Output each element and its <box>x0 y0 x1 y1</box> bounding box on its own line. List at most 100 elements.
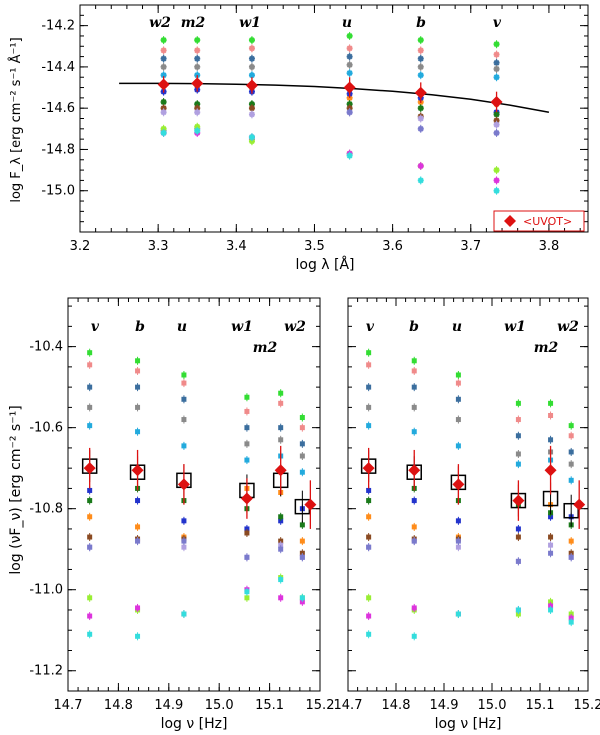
data-point <box>346 105 353 112</box>
data-point <box>299 425 305 431</box>
data-point <box>160 63 167 70</box>
band-label-w2: w2 <box>284 319 306 335</box>
data-point <box>248 138 255 145</box>
data-point <box>194 123 201 130</box>
data-point <box>411 404 417 410</box>
data-point <box>455 544 461 550</box>
x-tick-label: 14.8 <box>104 698 133 713</box>
data-point <box>568 619 574 625</box>
data-point <box>278 390 284 396</box>
data-point <box>366 544 372 550</box>
data-point <box>194 127 201 134</box>
data-point <box>346 61 353 68</box>
data-point <box>515 534 521 540</box>
band-label-b: b <box>409 319 419 335</box>
band-label-w1: w1 <box>231 319 253 335</box>
data-point <box>411 633 417 639</box>
band-label-m2: m2 <box>534 340 559 356</box>
data-point <box>181 538 187 544</box>
y-axis-title: log F_λ [erg cm⁻² s⁻¹ Å⁻¹] <box>8 37 24 202</box>
data-point <box>278 518 284 524</box>
data-point <box>299 522 305 528</box>
x-tick-label: 14.9 <box>154 698 183 713</box>
data-point <box>135 538 141 544</box>
mean-diamond <box>245 79 258 92</box>
band-label-w2: w2 <box>149 15 171 31</box>
y-tick-label: -11.0 <box>29 583 63 598</box>
data-point <box>346 70 353 77</box>
data-point <box>135 429 141 435</box>
data-point <box>417 72 424 79</box>
bottom-left-panel-sed: 14.7 14.8 14.9 15.0 15.1 15.2 -11.2 -11.0 -10.8 -… <box>8 297 334 732</box>
mean-diamond <box>304 498 317 511</box>
bottom-right-panel-sed: 14.7 14.8 14.9 15.0 15.1 15.2 v b u w1 w2 m2 log ν … <box>334 297 600 732</box>
x-tick-label: 3.6 <box>382 239 403 254</box>
data-point <box>346 45 353 52</box>
data-point <box>248 55 255 62</box>
data-point <box>366 350 372 356</box>
data-point <box>194 63 201 70</box>
data-point <box>411 524 417 530</box>
data-point <box>515 433 521 439</box>
data-point <box>135 524 141 530</box>
data-point <box>548 599 554 605</box>
band-label-w1: w1 <box>504 319 526 335</box>
data-point <box>160 55 167 62</box>
data-point <box>417 47 424 54</box>
data-point <box>248 105 255 112</box>
data-point <box>568 615 574 621</box>
data-point <box>278 595 284 601</box>
data-point <box>194 37 201 44</box>
data-point <box>181 518 187 524</box>
data-point <box>135 358 141 364</box>
data-point <box>455 443 461 449</box>
data-point <box>548 542 554 548</box>
data-point <box>160 37 167 44</box>
data-point <box>366 534 372 540</box>
data-point <box>244 589 250 595</box>
data-point <box>248 63 255 70</box>
data-point <box>248 101 255 108</box>
data-point <box>181 380 187 386</box>
data-point <box>493 65 500 72</box>
y-axis-title: log (νF_ν) [erg cm⁻² s⁻¹] <box>8 405 24 574</box>
data-point <box>515 526 521 532</box>
y-tick-label: -14.2 <box>41 19 75 34</box>
data-point <box>417 115 424 122</box>
data-point <box>135 404 141 410</box>
data-point <box>366 514 372 520</box>
top-panel-flux-vs-wavelength: 3.2 3.3 3.4 3.5 3.6 3.7 3.8 -15.0 -14.8 -14.6 -14.… <box>8 4 589 273</box>
data-point <box>548 400 554 406</box>
band-label-u: u <box>177 319 187 335</box>
data-point <box>366 631 372 637</box>
data-point <box>160 125 167 132</box>
data-point <box>87 404 93 410</box>
x-tick-label: 3.5 <box>304 239 325 254</box>
band-label-v: v <box>366 319 375 335</box>
data-point <box>244 526 250 532</box>
data-point <box>548 437 554 443</box>
data-point <box>299 469 305 475</box>
data-point <box>493 74 500 81</box>
data-point <box>244 441 250 447</box>
data-point <box>493 187 500 194</box>
x-tick-label: 15.0 <box>478 698 507 713</box>
data-point <box>366 498 372 504</box>
data-point <box>366 613 372 619</box>
y-tick-label: -10.6 <box>29 421 63 436</box>
data-point <box>417 162 424 169</box>
data-point <box>515 417 521 423</box>
data-point <box>87 350 93 356</box>
data-point <box>87 384 93 390</box>
data-point <box>299 415 305 421</box>
data-point <box>244 408 250 414</box>
data-point <box>515 611 521 617</box>
data-point <box>87 514 93 520</box>
data-point <box>194 101 201 108</box>
data-point <box>366 362 372 368</box>
y-tick-label: -10.4 <box>29 340 63 355</box>
mean-diamond <box>573 498 586 511</box>
mean-diamond <box>191 77 204 90</box>
data-point <box>299 554 305 560</box>
mean-diamond <box>343 81 356 94</box>
